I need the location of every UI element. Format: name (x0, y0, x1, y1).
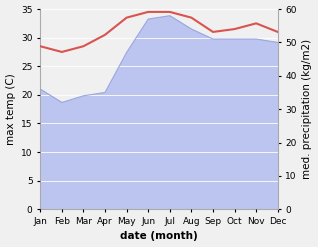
Y-axis label: med. precipitation (kg/m2): med. precipitation (kg/m2) (302, 39, 313, 179)
X-axis label: date (month): date (month) (120, 231, 198, 242)
Y-axis label: max temp (C): max temp (C) (5, 73, 16, 145)
